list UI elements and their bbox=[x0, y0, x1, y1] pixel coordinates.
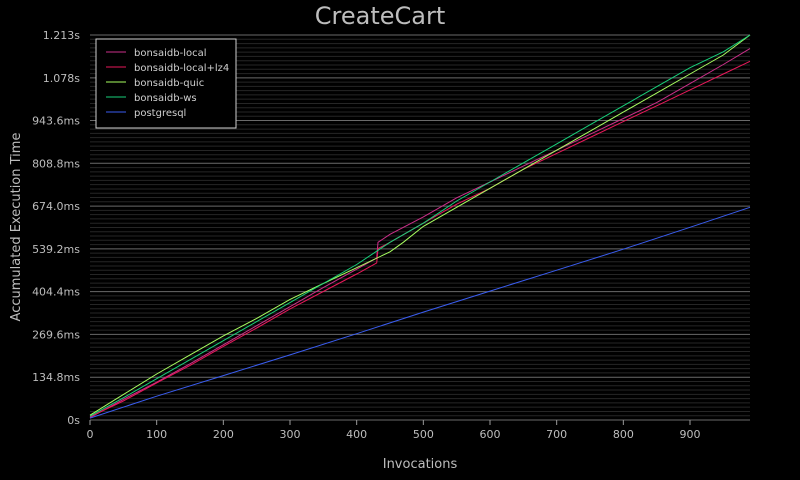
y-tick-label: 943.6ms bbox=[32, 115, 80, 128]
legend-label: bonsaidb-quic bbox=[134, 78, 204, 89]
y-axis-ticks: 0s 134.8ms 269.6ms 404.4ms 539.2ms 674.0ms 808… bbox=[32, 29, 80, 427]
x-tick-label: 800 bbox=[613, 428, 634, 441]
legend-label: postgresql bbox=[134, 108, 186, 119]
legend-box bbox=[95, 38, 237, 129]
x-tick-label: 600 bbox=[480, 428, 501, 441]
legend-label: bonsaidb-local+lz4 bbox=[134, 63, 229, 74]
x-tick-label: 0 bbox=[87, 428, 94, 441]
legend-label: bonsaidb-local bbox=[134, 48, 207, 59]
legend: bonsaidb-local bonsaidb-local+lz4 bonsaidb… bbox=[95, 38, 237, 129]
legend-label: bonsaidb-ws bbox=[134, 93, 197, 104]
x-tick-label: 400 bbox=[346, 428, 367, 441]
y-tick-label: 0s bbox=[67, 414, 80, 427]
y-tick-label: 808.8ms bbox=[32, 157, 80, 170]
x-tick-label: 700 bbox=[546, 428, 567, 441]
x-tick-label: 900 bbox=[680, 428, 701, 441]
x-axis-label: Invocations bbox=[383, 457, 458, 472]
series-line-bonsaidb-local bbox=[89, 48, 751, 418]
y-tick-label: 1.213s bbox=[43, 29, 80, 42]
chart-title: CreateCart bbox=[315, 2, 446, 30]
x-tick-label: 500 bbox=[413, 428, 434, 441]
y-tick-label: 674.0ms bbox=[32, 200, 80, 213]
x-tick-label: 100 bbox=[146, 428, 167, 441]
series-lines bbox=[89, 34, 751, 419]
y-tick-label: 539.2ms bbox=[32, 243, 80, 256]
x-tick-label: 300 bbox=[280, 428, 301, 441]
y-tick-label: 269.6ms bbox=[32, 328, 80, 341]
series-line-bonsaidb-ws bbox=[89, 34, 751, 417]
grid bbox=[90, 34, 750, 421]
x-tick-label: 200 bbox=[213, 428, 234, 441]
y-tick-label: 134.8ms bbox=[32, 371, 80, 384]
series-line-bonsaidb-quic bbox=[89, 34, 751, 416]
y-axis-label: Accumulated Execution Time bbox=[9, 133, 24, 322]
y-tick-label: 404.4ms bbox=[32, 286, 80, 299]
y-tick-label: 1.078s bbox=[43, 72, 80, 85]
x-axis-ticks: 0 100 200 300 400 500 600 700 800 900 bbox=[87, 420, 701, 441]
series-line-postgresql bbox=[89, 206, 751, 419]
